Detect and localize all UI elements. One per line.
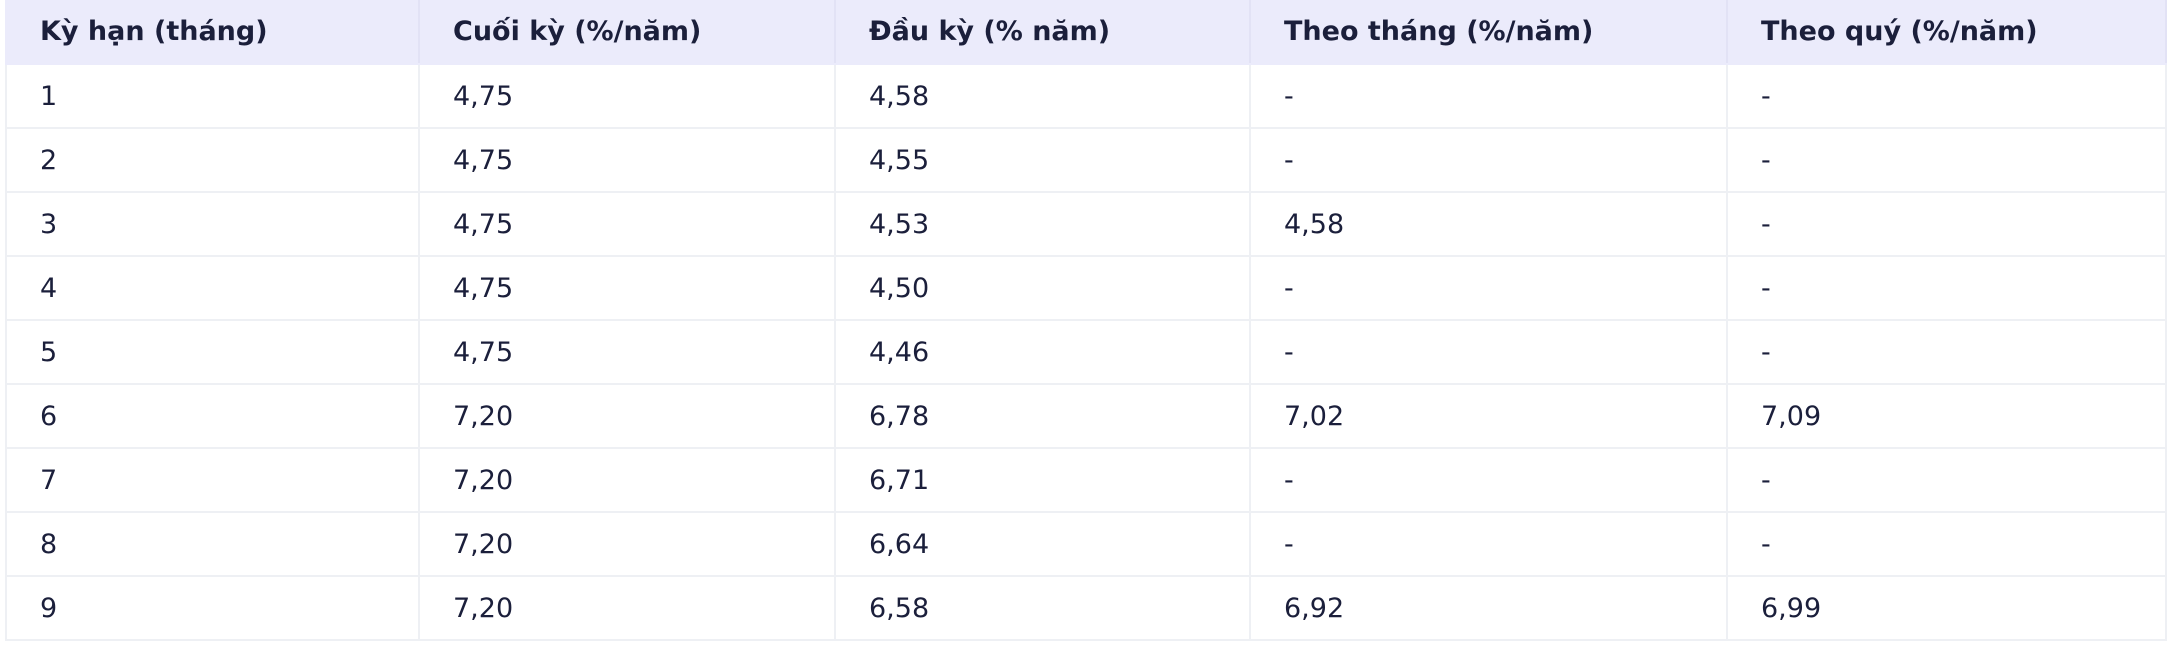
table-cell: - [1726, 128, 2167, 193]
table-cell: 6 [5, 384, 420, 449]
table-cell: 4,75 [418, 64, 836, 129]
table-cell: 7 [5, 448, 420, 513]
table-row: 4 4,75 4,50- - [5, 256, 2167, 321]
table-cell: 4,75 [418, 192, 836, 257]
table-cell: 3 [5, 192, 420, 257]
table-cell: - [1726, 192, 2167, 257]
table-cell: 6,71 [834, 448, 1251, 513]
header-cell: Đầu kỳ (% năm) [834, 0, 1251, 65]
table-cell: 6,78 [834, 384, 1251, 449]
table-row: 2 4,75 4,55- - [5, 128, 2167, 193]
table-row: 5 4,75 4,46- - [5, 320, 2167, 385]
table-cell: - [1249, 512, 1728, 577]
table-cell: - [1249, 128, 1728, 193]
table-cell: - [1726, 320, 2167, 385]
table-row: 8 7,20 6,64- - [5, 512, 2167, 577]
table-cell: 4,58 [834, 64, 1251, 129]
table-cell: 4 [5, 256, 420, 321]
table-cell: 6,92 [1249, 576, 1728, 641]
table-cell: 6,58 [834, 576, 1251, 641]
table-cell: 2 [5, 128, 420, 193]
header-cell: Theo quý (%/năm) [1726, 0, 2167, 65]
table-cell: - [1249, 320, 1728, 385]
header-cell: Cuối kỳ (%/năm) [418, 0, 836, 65]
table-cell: 9 [5, 576, 420, 641]
table-cell: 7,20 [418, 448, 836, 513]
table-cell: - [1726, 64, 2167, 129]
table-cell: 8 [5, 512, 420, 577]
table-cell: 4,75 [418, 320, 836, 385]
table-body: 1 4,75 4,58- -2 4,75 4,55- -3 4,75 4,53 4,58-4 4,7… [5, 64, 2167, 641]
header-cell: Theo tháng (%/năm) [1249, 0, 1728, 65]
table-cell: 1 [5, 64, 420, 129]
table-container: Kỳ hạn (tháng) Cuối kỳ (%/năm) Đầu kỳ (% n… [5, 0, 2167, 641]
table-cell: 7,20 [418, 384, 836, 449]
table-cell: 4,75 [418, 128, 836, 193]
table-row: 6 7,20 6,78 7,02 7,09 [5, 384, 2167, 449]
table-cell: - [1249, 256, 1728, 321]
table-cell: 5 [5, 320, 420, 385]
table-cell: 4,55 [834, 128, 1251, 193]
table-cell: - [1726, 512, 2167, 577]
table-cell: - [1726, 448, 2167, 513]
table-cell: 7,02 [1249, 384, 1728, 449]
header-cell: Kỳ hạn (tháng) [5, 0, 420, 65]
table-cell: 4,46 [834, 320, 1251, 385]
table-row: 9 7,20 6,58 6,92 6,99 [5, 576, 2167, 641]
table-cell: 4,58 [1249, 192, 1728, 257]
table-cell: 4,75 [418, 256, 836, 321]
table-row: 3 4,75 4,53 4,58- [5, 192, 2167, 257]
table-row: 7 7,20 6,71- - [5, 448, 2167, 513]
table-cell: - [1249, 448, 1728, 513]
table-cell: 4,50 [834, 256, 1251, 321]
rate-table: Kỳ hạn (tháng) Cuối kỳ (%/năm) Đầu kỳ (% n… [5, 0, 2167, 641]
table-cell: 7,09 [1726, 384, 2167, 449]
table-row: 1 4,75 4,58- - [5, 64, 2167, 129]
table-cell: 6,64 [834, 512, 1251, 577]
table-cell: 7,20 [418, 576, 836, 641]
table-cell: 4,53 [834, 192, 1251, 257]
table-cell: - [1249, 64, 1728, 129]
table-cell: 7,20 [418, 512, 836, 577]
table-cell: - [1726, 256, 2167, 321]
table-cell: 6,99 [1726, 576, 2167, 641]
header-row: Kỳ hạn (tháng) Cuối kỳ (%/năm) Đầu kỳ (% n… [5, 0, 2167, 65]
